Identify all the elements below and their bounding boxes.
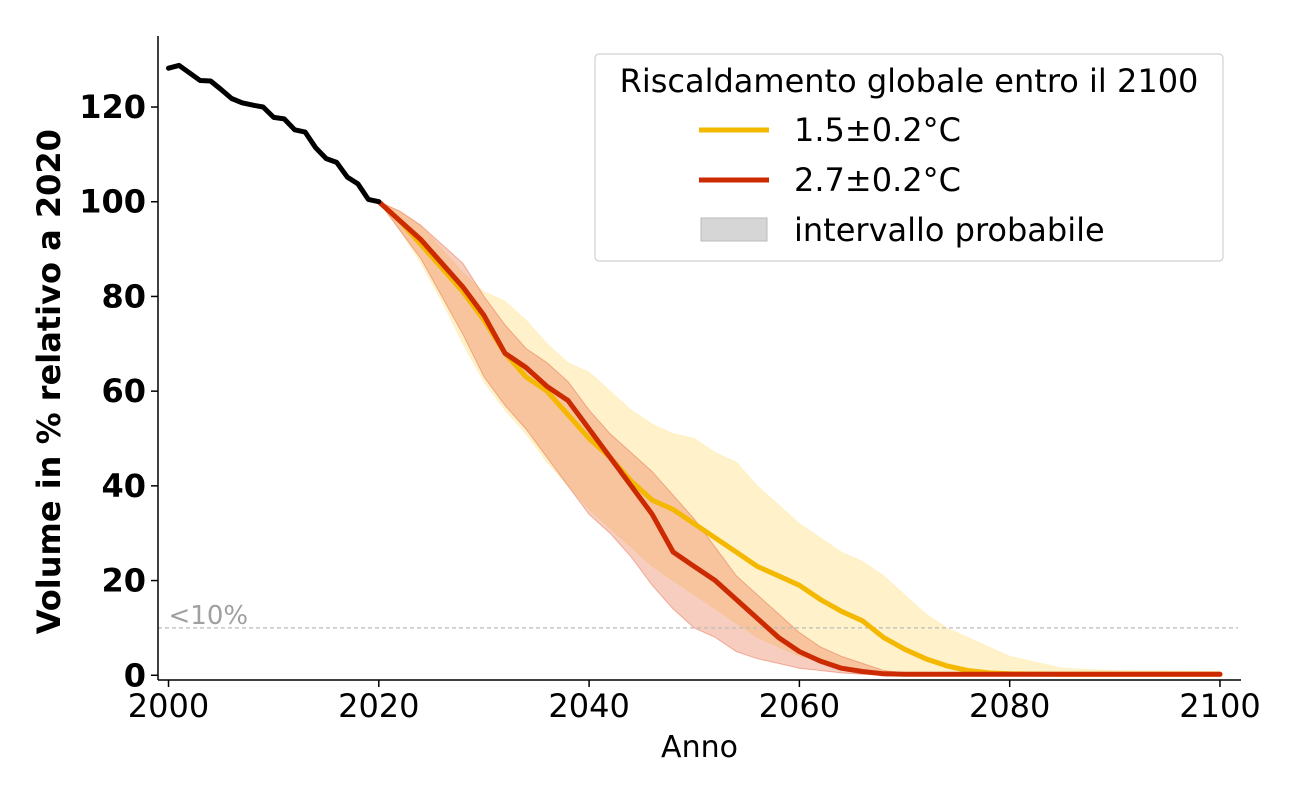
x-tick-label: 2000 xyxy=(128,687,209,725)
x-tick-label: 2040 xyxy=(548,687,629,725)
legend-title: Riscaldamento globale entro il 2100 xyxy=(620,62,1199,100)
legend-label-2-7c: 2.7±0.2°C xyxy=(794,161,961,199)
likely-range-bands xyxy=(377,200,1221,676)
y-tick-label: 20 xyxy=(101,562,146,600)
series-line-2-7c xyxy=(376,199,1223,677)
legend-label-likely-range: intervallo probabile xyxy=(794,211,1105,249)
legend-box xyxy=(594,53,1224,262)
threshold-layer: <10% xyxy=(158,601,1238,631)
series-lines xyxy=(166,62,1223,677)
y-tick-label: 0 xyxy=(124,656,146,694)
y-tick-label: 80 xyxy=(101,277,146,315)
x-tick-label: 2100 xyxy=(1179,687,1260,725)
x-tick-label: 2060 xyxy=(759,687,840,725)
historical-line xyxy=(166,62,382,205)
y-tick-label: 40 xyxy=(101,467,146,505)
x-tick-label: 2080 xyxy=(969,687,1050,725)
legend-swatch-likely-range xyxy=(700,217,768,242)
x-axis-label: Anno xyxy=(661,730,738,765)
legend-label-1-5c: 1.5±0.2°C xyxy=(794,111,961,149)
y-tick-label: 60 xyxy=(101,372,146,410)
threshold-label: <10% xyxy=(169,601,249,631)
x-tick-label: 2020 xyxy=(338,687,419,725)
y-axis-label: Volume in % relativo a 2020 xyxy=(30,129,68,634)
likely-range-band-1-5c xyxy=(377,200,1221,676)
y-tick-label: 100 xyxy=(79,183,146,221)
legend: Riscaldamento globale entro il 2100 1.5±… xyxy=(594,53,1224,262)
y-tick-label: 120 xyxy=(79,88,146,126)
